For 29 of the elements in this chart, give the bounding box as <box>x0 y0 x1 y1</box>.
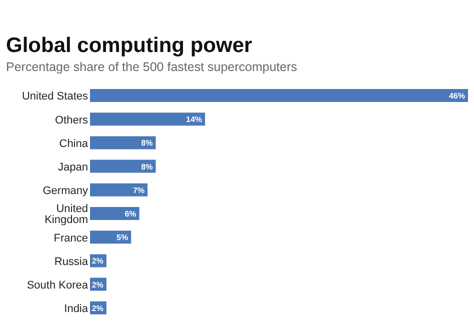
y-tick-label: Russia <box>54 256 89 268</box>
data-label: 7% <box>132 186 145 195</box>
y-tick-label: China <box>59 138 89 150</box>
y-tick-label: France <box>54 232 88 244</box>
bar <box>90 160 156 173</box>
chart-title: Global computing power <box>6 34 252 58</box>
bar <box>90 89 468 102</box>
y-tick-label: Germany <box>42 185 88 198</box>
y-tick-label: Japan <box>58 162 88 174</box>
y-tick-label: United Kingdom <box>44 203 88 226</box>
data-label: 2% <box>92 280 104 290</box>
bar <box>90 112 206 126</box>
data-label: 6% <box>124 210 136 218</box>
y-tick-label: South Korea <box>26 280 89 292</box>
y-tick-label: United States <box>22 90 88 103</box>
y-tick-label: Others <box>54 114 88 126</box>
chart-subtitle: Percentage share of the 500 fastest supercomputers <box>6 60 298 74</box>
bar <box>90 207 140 220</box>
data-label: 8% <box>141 162 153 172</box>
data-label: 2% <box>92 304 104 313</box>
y-tick-label: India <box>64 303 89 316</box>
data-label: 14% <box>186 115 202 124</box>
data-label: 2% <box>92 256 104 266</box>
bar <box>90 183 148 196</box>
bar <box>90 136 156 150</box>
data-label: 8% <box>141 138 153 148</box>
data-label: 5% <box>116 233 128 242</box>
data-label: 46% <box>448 92 465 100</box>
bar <box>90 230 132 244</box>
